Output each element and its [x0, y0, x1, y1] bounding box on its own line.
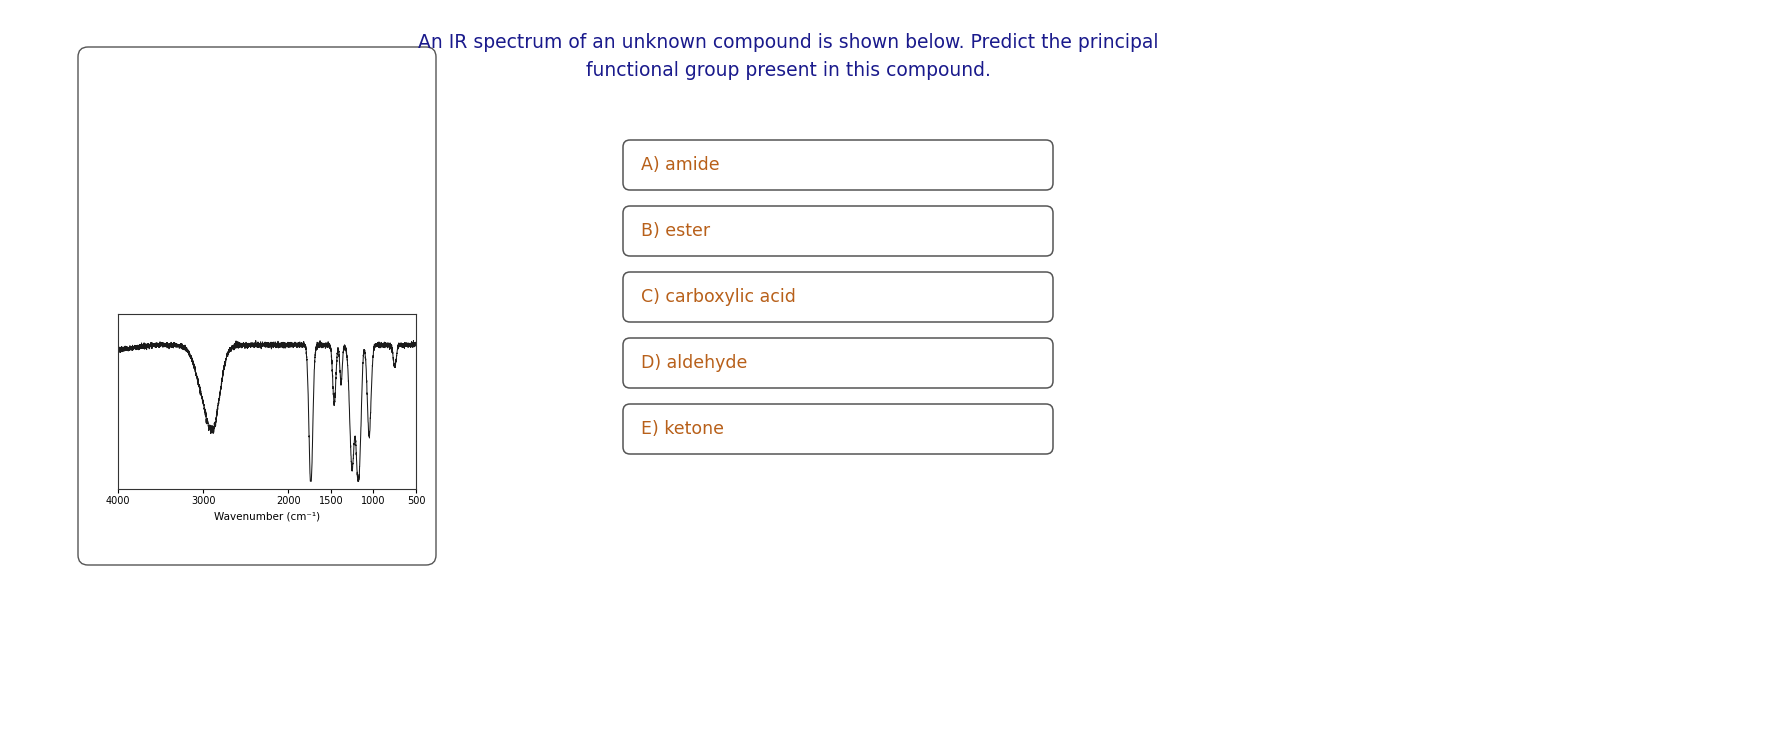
Text: D) aldehyde: D) aldehyde [641, 354, 747, 372]
Text: B) ester: B) ester [641, 222, 709, 240]
Text: E) ketone: E) ketone [641, 420, 724, 438]
FancyBboxPatch shape [623, 272, 1053, 322]
X-axis label: Wavenumber (cm⁻¹): Wavenumber (cm⁻¹) [213, 511, 321, 522]
FancyBboxPatch shape [623, 404, 1053, 454]
FancyBboxPatch shape [623, 206, 1053, 256]
FancyBboxPatch shape [623, 140, 1053, 190]
FancyBboxPatch shape [623, 338, 1053, 388]
Text: An IR spectrum of an unknown compound is shown below. Predict the principal: An IR spectrum of an unknown compound is… [417, 32, 1159, 52]
FancyBboxPatch shape [79, 47, 435, 565]
Text: A) amide: A) amide [641, 156, 720, 174]
Text: functional group present in this compound.: functional group present in this compoun… [586, 60, 990, 80]
Text: C) carboxylic acid: C) carboxylic acid [641, 288, 795, 306]
